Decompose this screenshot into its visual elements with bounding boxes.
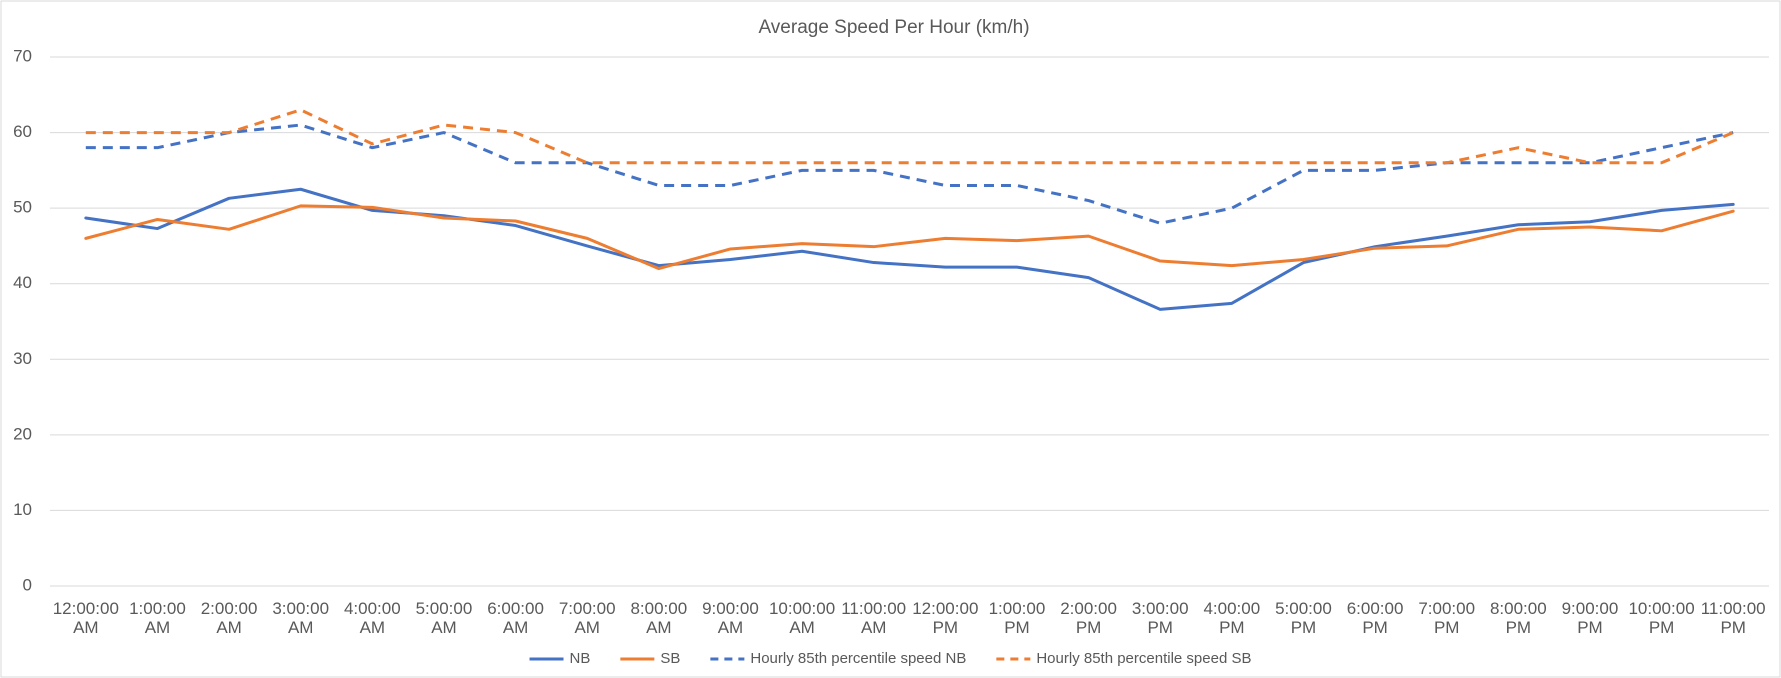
series-line	[85, 123, 1734, 225]
chart-title: Average Speed Per Hour (km/h)	[758, 17, 1029, 38]
x-tick-label: 9:00:00 AM	[702, 599, 759, 637]
y-tick-label: 40	[13, 273, 32, 292]
x-tick-label: 6:00:00 PM	[1346, 599, 1404, 637]
x-tick-label: 3:00:00 AM	[272, 599, 330, 637]
y-tick-label: 10	[13, 500, 32, 519]
series-line	[84, 204, 1735, 271]
x-tick-label: 12:00:00 PM	[912, 599, 979, 637]
legend-label: Hourly 85th percentile speed NB	[750, 650, 966, 667]
x-tick-label: 1:00:00 PM	[988, 599, 1046, 637]
y-tick-label: 0	[23, 575, 32, 594]
x-tick-label: 9:00:00 PM	[1561, 599, 1619, 637]
legend-label: Hourly 85th percentile speed SB	[1036, 650, 1251, 667]
x-tick-label: 10:00:00 PM	[1628, 599, 1695, 637]
y-tick-label: 20	[13, 424, 32, 443]
x-tick-label: 11:00:00 PM	[1700, 599, 1766, 637]
x-tick-label: 7:00:00 AM	[558, 599, 616, 637]
y-tick-label: 50	[13, 198, 32, 217]
x-tick-label: 3:00:00 PM	[1131, 599, 1189, 637]
x-tick-label: 2:00:00 PM	[1060, 599, 1117, 637]
y-tick-label: 70	[13, 46, 32, 65]
legend-label: SB	[660, 650, 680, 667]
x-tick-label: 5:00:00 AM	[415, 599, 473, 637]
legend-label: NB	[570, 650, 591, 667]
x-tick-label: 12:00:00 AM	[52, 599, 119, 637]
x-tick-label: 2:00:00 AM	[200, 599, 258, 637]
x-tick-label: 4:00:00 PM	[1203, 599, 1261, 637]
x-tick-label: 5:00:00 PM	[1275, 599, 1332, 637]
x-tick-label: 10:00:00 AM	[768, 599, 836, 637]
y-tick-label: 30	[13, 349, 32, 368]
x-tick-label: 8:00:00 PM	[1489, 599, 1547, 637]
x-tick-label: 7:00:00 PM	[1418, 599, 1476, 637]
x-tick-label: 1:00:00 AM	[129, 599, 186, 637]
x-tick-label: 4:00:00 AM	[343, 599, 401, 637]
x-tick-label: 11:00:00 AM	[841, 599, 907, 637]
x-tick-label: 8:00:00 AM	[630, 599, 688, 637]
y-tick-label: 60	[13, 122, 32, 141]
x-tick-label: 6:00:00 AM	[487, 599, 544, 637]
